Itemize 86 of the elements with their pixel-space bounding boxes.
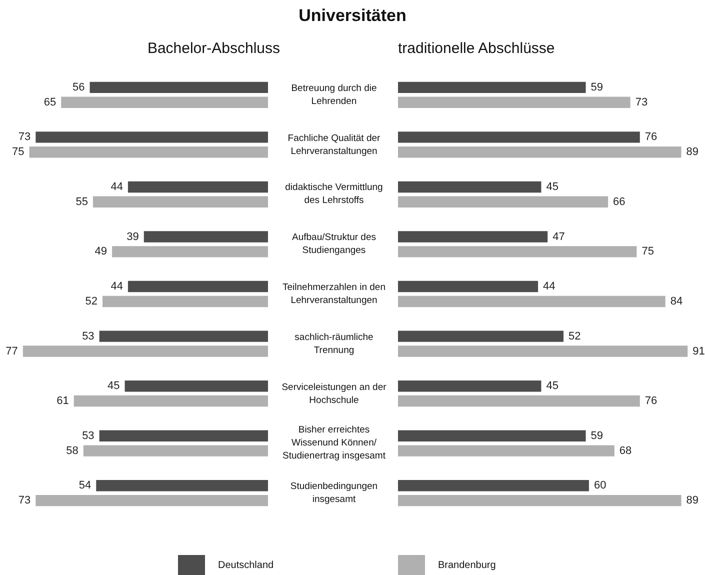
bar — [398, 82, 586, 94]
data-label: 44 — [110, 280, 123, 293]
data-label: 76 — [644, 131, 658, 144]
data-label: 53 — [82, 430, 94, 442]
data-label: 39 — [126, 230, 139, 243]
bar — [398, 494, 682, 506]
data-label: 73 — [18, 494, 31, 507]
y-tick-label: Bisher erreichtes Wissenund Können/ Studienertrag insgesamt — [282, 424, 386, 463]
data-label: 61 — [56, 395, 69, 408]
data-label: 52 — [568, 330, 581, 342]
data-label: 66 — [613, 196, 626, 208]
bar — [74, 395, 268, 407]
bar — [102, 296, 268, 308]
y-tick-label: Serviceleistungen an der Hochschule — [280, 380, 388, 407]
data-label: 44 — [110, 181, 123, 194]
bar — [128, 181, 268, 193]
y-tick-label: didaktische Vermittlung des Lehrstoffs — [284, 181, 384, 208]
bar — [398, 96, 630, 108]
bar — [112, 246, 268, 258]
bar — [128, 280, 268, 292]
data-label: 45 — [546, 380, 558, 392]
data-label: 73 — [18, 131, 31, 144]
data-label: 47 — [552, 230, 565, 243]
data-label: 84 — [670, 296, 683, 308]
data-label: 54 — [78, 480, 92, 492]
bar — [61, 96, 268, 108]
bar — [22, 346, 268, 357]
y-tick-label: Betreuung durch die Lehrenden — [290, 82, 378, 108]
bar — [398, 296, 666, 308]
data-label: 58 — [66, 444, 78, 457]
data-label: 89 — [686, 146, 699, 158]
data-label: 73 — [635, 96, 648, 108]
data-label: 45 — [546, 181, 558, 194]
bar — [96, 480, 268, 492]
data-label: 55 — [76, 196, 88, 208]
bar — [92, 196, 268, 208]
data-label: 59 — [590, 430, 604, 442]
y-tick-label: Fachliche Qualität der Lehrveranstaltungen — [286, 132, 382, 158]
text: Universitäten — [298, 6, 408, 26]
data-label: 76 — [644, 395, 658, 408]
bar — [99, 330, 268, 342]
bar — [398, 231, 548, 242]
bar — [398, 132, 640, 143]
bar — [398, 246, 637, 258]
bar — [398, 346, 688, 357]
y-tick-label: Aufbau/Struktur des Studienganges — [291, 231, 377, 258]
data-label: 75 — [12, 146, 24, 158]
data-label: 45 — [108, 380, 120, 392]
bar — [29, 146, 268, 158]
legend-label: Deutschland — [218, 560, 274, 570]
bar — [90, 82, 268, 94]
bar — [124, 380, 268, 392]
bar — [36, 494, 268, 506]
bar — [99, 430, 268, 442]
data-label: 91 — [692, 345, 705, 358]
bar — [398, 330, 564, 342]
y-tick-label: sachlich-räumliche Trennung — [294, 330, 374, 357]
y-tick-label: Studienbedingungen insgesamt — [289, 480, 379, 506]
data-label: 75 — [642, 246, 654, 258]
y-tick-label: Teilnehmerzahlen in den Lehrveranstaltungen — [282, 281, 386, 307]
bar — [398, 480, 589, 492]
bar — [144, 231, 268, 242]
data-label: 44 — [543, 280, 556, 293]
bar — [398, 181, 542, 193]
data-label: 49 — [94, 246, 108, 258]
bar — [398, 380, 542, 392]
data-label: 59 — [590, 81, 604, 94]
bar — [36, 132, 268, 143]
chart-subtitle: Bachelor-Abschluss — [146, 40, 280, 57]
bar — [398, 445, 614, 456]
bar — [83, 445, 268, 456]
bar — [398, 430, 586, 442]
data-label: 53 — [82, 330, 94, 342]
bar — [398, 280, 538, 292]
data-label: 52 — [85, 296, 98, 308]
chart-subtitle: traditionelle Abschlüsse — [398, 40, 556, 57]
data-label: 77 — [6, 345, 18, 358]
legend-label: Brandenburg — [438, 560, 496, 570]
data-label: 65 — [44, 96, 56, 108]
data-label: 56 — [72, 81, 85, 94]
data-label: 60 — [594, 480, 606, 492]
bar — [398, 146, 682, 158]
data-label: 68 — [619, 444, 632, 457]
bar — [398, 196, 608, 208]
data-label: 89 — [686, 494, 699, 507]
bar — [398, 395, 640, 407]
